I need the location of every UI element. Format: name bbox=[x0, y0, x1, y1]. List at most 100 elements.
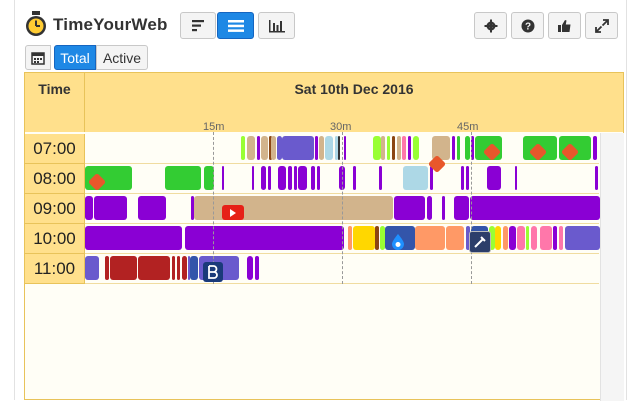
activity-segment[interactable] bbox=[454, 196, 469, 220]
activity-segment[interactable] bbox=[457, 136, 460, 160]
activity-segment[interactable] bbox=[257, 136, 260, 160]
activity-segment[interactable] bbox=[282, 136, 314, 160]
activity-segment[interactable] bbox=[315, 136, 318, 160]
activity-segment[interactable] bbox=[190, 256, 198, 280]
activity-segment[interactable] bbox=[489, 226, 495, 250]
activity-segment[interactable] bbox=[105, 256, 109, 280]
tools-site-icon[interactable] bbox=[469, 231, 491, 253]
activity-segment[interactable] bbox=[177, 256, 180, 280]
timeline-view-button[interactable] bbox=[217, 12, 254, 39]
activity-segment[interactable] bbox=[325, 136, 333, 160]
activity-segment[interactable] bbox=[317, 166, 320, 190]
activity-segment[interactable] bbox=[517, 226, 525, 250]
activity-segment[interactable] bbox=[247, 256, 253, 280]
activity-segment[interactable] bbox=[335, 136, 338, 160]
activity-segment[interactable] bbox=[461, 166, 464, 190]
expand-button[interactable] bbox=[585, 12, 618, 39]
activity-segment[interactable] bbox=[288, 166, 292, 190]
activity-segment[interactable] bbox=[298, 166, 307, 190]
activity-segment[interactable] bbox=[85, 256, 99, 280]
activity-segment[interactable] bbox=[526, 226, 529, 250]
activity-segment[interactable] bbox=[241, 136, 245, 160]
activity-segment[interactable] bbox=[110, 256, 137, 280]
activity-segment[interactable] bbox=[353, 166, 356, 190]
activity-segment[interactable] bbox=[565, 226, 600, 250]
activity-segment[interactable] bbox=[268, 166, 271, 190]
activity-segment[interactable] bbox=[540, 226, 552, 250]
activity-segment[interactable] bbox=[397, 136, 401, 160]
activity-segment[interactable] bbox=[509, 226, 516, 250]
like-button[interactable] bbox=[548, 12, 581, 39]
activity-segment[interactable] bbox=[553, 226, 557, 250]
activity-segment[interactable] bbox=[344, 136, 346, 160]
activity-segment[interactable] bbox=[465, 136, 470, 160]
activity-segment[interactable] bbox=[515, 166, 517, 190]
activity-segment[interactable] bbox=[138, 196, 166, 220]
settings-button[interactable] bbox=[474, 12, 507, 39]
activity-segment[interactable] bbox=[503, 226, 508, 250]
activity-segment[interactable] bbox=[165, 166, 201, 190]
activity-segment[interactable] bbox=[182, 256, 187, 280]
activity-segment[interactable] bbox=[380, 226, 385, 250]
activity-segment[interactable] bbox=[185, 226, 344, 250]
activity-segment[interactable] bbox=[353, 226, 375, 250]
activity-segment[interactable] bbox=[255, 256, 259, 280]
activity-segment[interactable] bbox=[394, 196, 425, 220]
activity-segment[interactable] bbox=[85, 226, 182, 250]
activity-segment[interactable] bbox=[252, 166, 254, 190]
activity-segment[interactable] bbox=[188, 256, 190, 280]
activity-segment[interactable] bbox=[466, 226, 470, 250]
activity-segment[interactable] bbox=[278, 166, 286, 190]
activity-segment[interactable] bbox=[427, 196, 432, 220]
activity-segment[interactable] bbox=[442, 196, 445, 220]
activity-segment[interactable] bbox=[452, 136, 455, 160]
activity-segment[interactable] bbox=[495, 226, 501, 250]
activity-segment[interactable] bbox=[261, 136, 268, 160]
activity-segment[interactable] bbox=[247, 136, 255, 160]
activity-segment[interactable] bbox=[373, 136, 381, 160]
activity-segment[interactable] bbox=[85, 196, 93, 220]
activity-segment[interactable] bbox=[408, 136, 411, 160]
activity-segment[interactable] bbox=[403, 166, 428, 190]
total-toggle[interactable]: Total bbox=[54, 45, 96, 70]
activity-segment[interactable] bbox=[261, 166, 266, 190]
activity-segment[interactable] bbox=[138, 256, 170, 280]
activity-segment[interactable] bbox=[531, 226, 537, 250]
activity-segment[interactable] bbox=[271, 136, 276, 160]
chart-view-button[interactable] bbox=[258, 12, 295, 39]
activity-segment[interactable] bbox=[471, 136, 474, 160]
activity-segment[interactable] bbox=[277, 136, 282, 160]
b-site-icon[interactable] bbox=[203, 262, 223, 282]
activity-segment[interactable] bbox=[392, 136, 395, 160]
activity-segment[interactable] bbox=[446, 226, 464, 250]
activity-segment[interactable] bbox=[593, 136, 597, 160]
activity-segment[interactable] bbox=[222, 166, 224, 190]
activity-segment[interactable] bbox=[595, 166, 598, 190]
activity-segment[interactable] bbox=[432, 136, 450, 160]
activity-segment[interactable] bbox=[191, 196, 194, 220]
activity-segment[interactable] bbox=[415, 226, 445, 250]
activity-segment[interactable] bbox=[294, 166, 297, 190]
water-drop-site-icon[interactable] bbox=[390, 234, 406, 250]
activity-segment[interactable] bbox=[387, 136, 390, 160]
activity-segment[interactable] bbox=[381, 136, 385, 160]
activity-segment[interactable] bbox=[379, 166, 382, 190]
activity-segment[interactable] bbox=[338, 136, 340, 160]
activity-segment[interactable] bbox=[172, 256, 175, 280]
sort-view-button[interactable] bbox=[180, 12, 216, 39]
active-toggle[interactable]: Active bbox=[96, 45, 148, 70]
activity-segment[interactable] bbox=[470, 196, 600, 220]
youtube-site-icon[interactable] bbox=[222, 205, 244, 220]
activity-segment[interactable] bbox=[375, 226, 379, 250]
activity-segment[interactable] bbox=[204, 166, 214, 190]
date-picker-button[interactable] bbox=[25, 45, 51, 70]
help-button[interactable]: ? bbox=[511, 12, 544, 39]
activity-segment[interactable] bbox=[559, 226, 563, 250]
activity-segment[interactable] bbox=[348, 226, 352, 250]
activity-segment[interactable] bbox=[311, 166, 315, 190]
activity-segment[interactable] bbox=[402, 136, 406, 160]
activity-segment[interactable] bbox=[269, 136, 272, 160]
activity-segment[interactable] bbox=[94, 196, 127, 220]
activity-segment[interactable] bbox=[430, 166, 433, 190]
vertical-scrollbar[interactable] bbox=[600, 133, 624, 401]
